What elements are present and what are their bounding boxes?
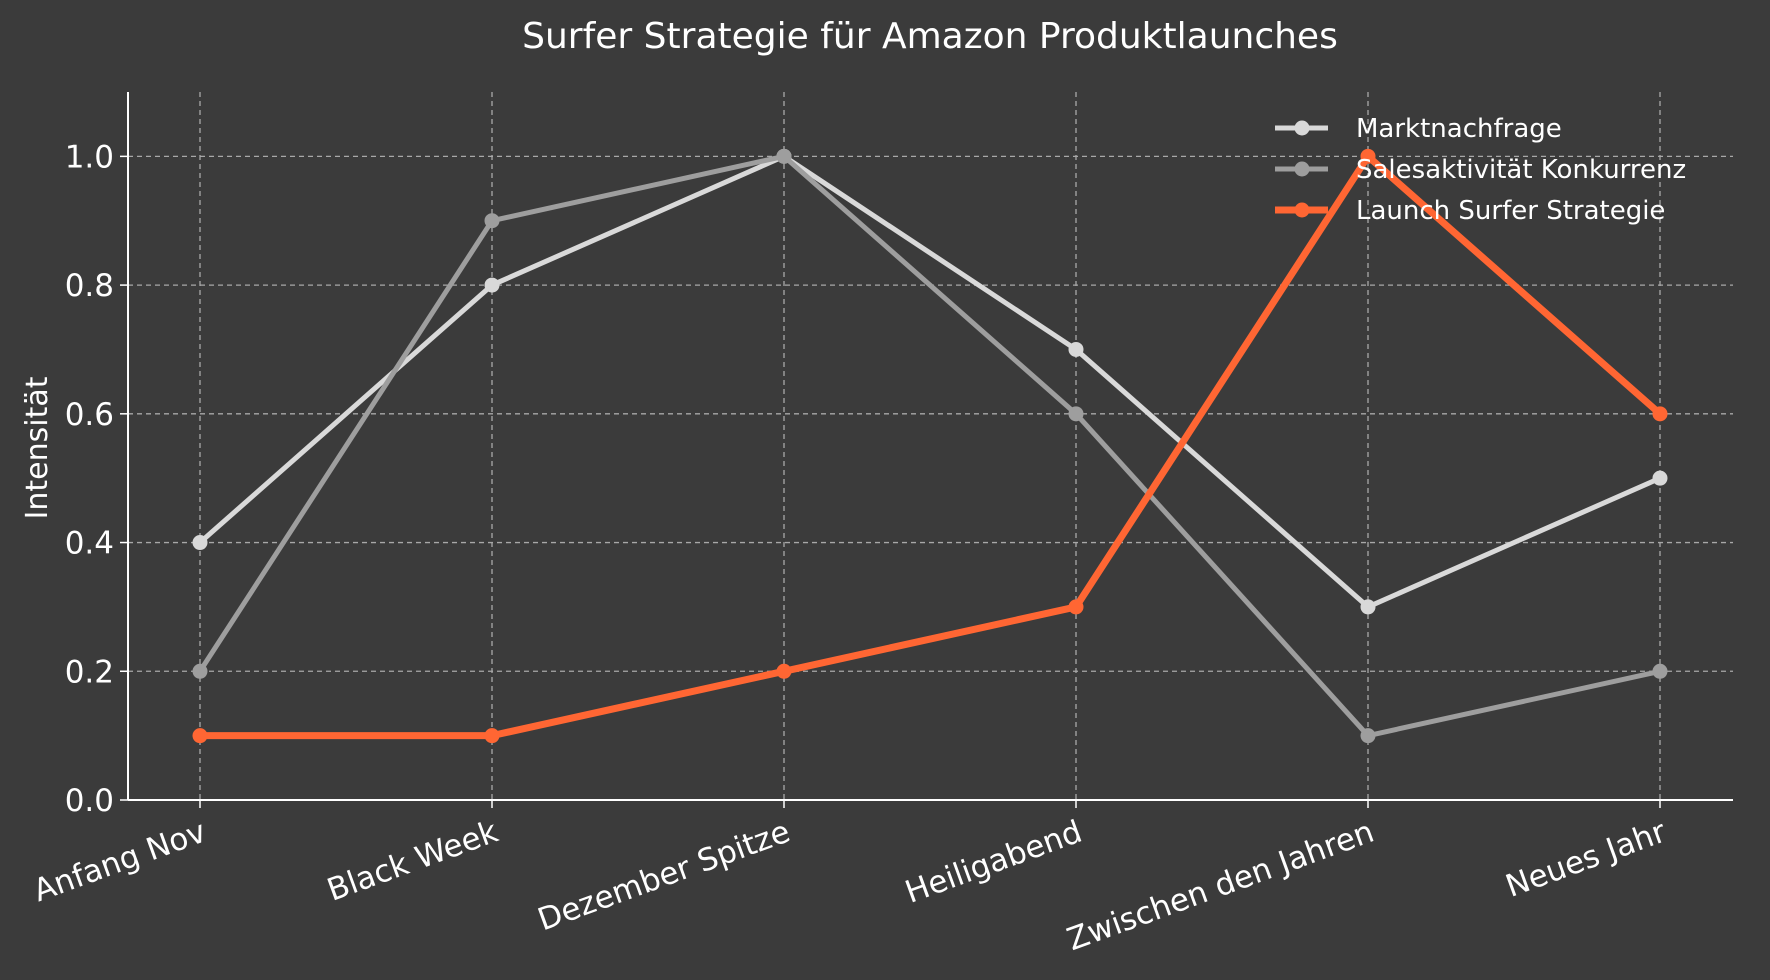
data-point [1068, 599, 1084, 615]
series-lines [192, 148, 1668, 744]
y-axis-label: Intensität [20, 376, 55, 519]
x-tick-label: Black Week [323, 814, 503, 909]
data-point [1068, 406, 1084, 422]
data-point [776, 663, 792, 679]
chart-title: Surfer Strategie für Amazon Produktlaunc… [522, 16, 1338, 57]
data-point [484, 213, 500, 229]
series-line [196, 152, 1664, 740]
data-point [192, 663, 208, 679]
x-tick-label: Zwischen den Jahren [1062, 814, 1378, 958]
legend: Marktnachfrage Salesaktivität Konkurrenz L… [1275, 114, 1686, 226]
data-point [1360, 599, 1376, 615]
y-tick-label: 0.4 [65, 526, 114, 562]
data-point [484, 728, 500, 744]
x-tick-label: Anfang Nov [29, 814, 211, 910]
tick-labels: 0.0 0.2 0.4 0.6 0.8 1.0 Anfang Nov Black Week De… [29, 139, 1671, 958]
data-point [1360, 728, 1376, 744]
data-point [1652, 406, 1668, 422]
legend-marker [1294, 202, 1310, 218]
data-point [192, 535, 208, 551]
x-tick-label: Dezember Spitze [533, 814, 795, 939]
y-tick-label: 0.0 [65, 783, 114, 819]
axes [120, 92, 1733, 808]
y-tick-label: 0.2 [65, 654, 114, 690]
y-tick-label: 0.8 [65, 268, 114, 304]
data-point [484, 277, 500, 293]
data-point [1652, 470, 1668, 486]
legend-marker [1294, 120, 1310, 136]
data-point [1068, 341, 1084, 357]
legend-marker [1294, 161, 1310, 177]
legend-label: Salesaktivität Konkurrenz [1356, 155, 1686, 185]
legend-label: Marktnachfrage [1356, 114, 1562, 144]
series-line [197, 153, 1663, 610]
y-tick-label: 1.0 [65, 139, 114, 175]
x-tick-label: Heiligabend [901, 814, 1087, 911]
data-point [1360, 148, 1376, 164]
data-point [1652, 663, 1668, 679]
data-point [192, 728, 208, 744]
x-tick-label: Neues Jahr [1501, 814, 1671, 905]
y-tick-label: 0.6 [65, 397, 114, 433]
legend-label: Launch Surfer Strategie [1356, 196, 1665, 226]
data-point [776, 148, 792, 164]
series-line [197, 153, 1663, 739]
